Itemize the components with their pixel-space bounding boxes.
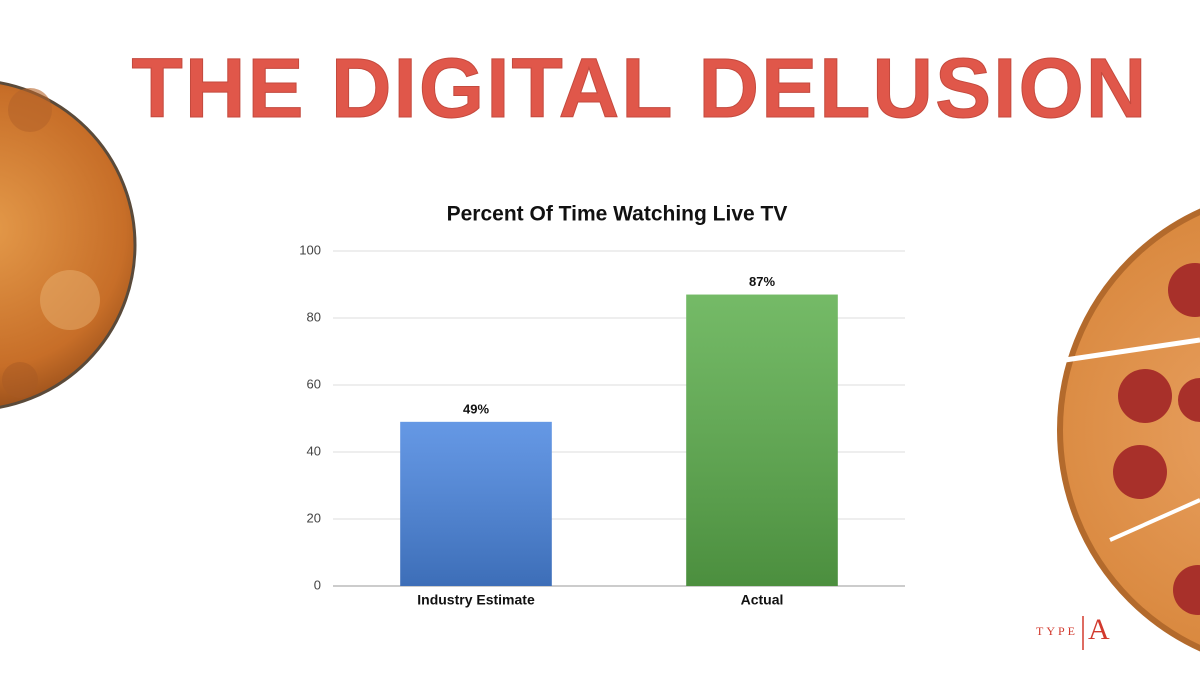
chart-title: Percent Of Time Watching Live TV <box>447 203 788 226</box>
y-tick-label: 20 <box>307 510 321 525</box>
slide-title: THE DIGITAL DELUSION <box>132 41 1149 135</box>
planet-image <box>0 81 137 409</box>
x-tick-label: Industry Estimate <box>417 592 535 608</box>
bar <box>400 421 552 586</box>
y-tick-label: 60 <box>307 376 321 391</box>
bar <box>686 294 838 586</box>
y-tick-label: 80 <box>307 309 321 324</box>
logo-letter: A <box>1088 613 1110 646</box>
y-tick-label: 100 <box>299 242 321 257</box>
value-label: 87% <box>749 274 775 289</box>
pizza-image <box>1057 208 1200 652</box>
y-tick-label: 0 <box>314 577 321 592</box>
y-tick-label: 40 <box>307 443 321 458</box>
x-tick-label: Actual <box>741 592 784 608</box>
value-label: 49% <box>463 401 489 416</box>
logo-word: TYPE <box>1036 624 1078 638</box>
